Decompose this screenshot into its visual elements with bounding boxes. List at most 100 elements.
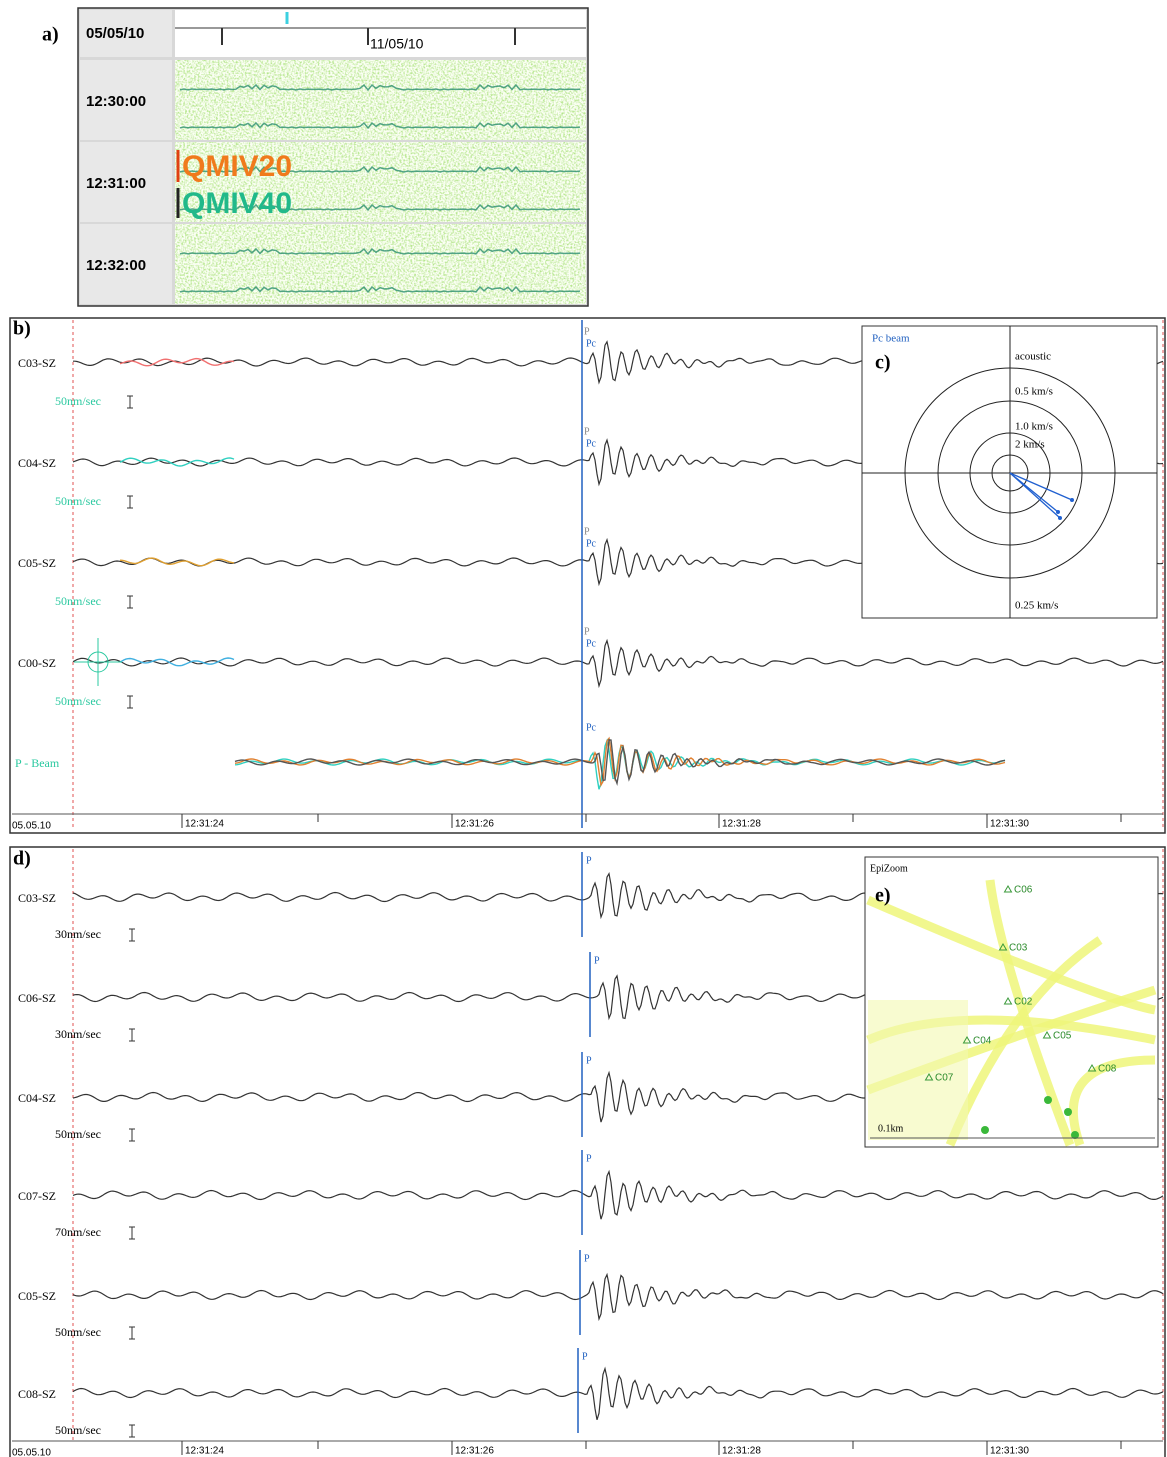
waveform xyxy=(72,1272,1164,1322)
station-marker xyxy=(924,1073,934,1081)
trace-label: C07-SZ xyxy=(18,1189,56,1203)
scale-label: 50nm/sec xyxy=(55,494,101,508)
trace-label: C00-SZ xyxy=(18,656,56,670)
station-marker xyxy=(1003,885,1013,893)
timeline xyxy=(175,10,586,57)
scale-bar xyxy=(127,495,133,509)
axis-tick-label: 12:31:30 xyxy=(990,819,1029,830)
scale-bar xyxy=(129,1226,135,1240)
panel-label: d) xyxy=(13,848,31,870)
spectrogram xyxy=(175,60,586,140)
station-label: C08 xyxy=(1098,1064,1117,1075)
pick-label: P xyxy=(584,326,590,337)
spectral-band xyxy=(179,83,581,92)
beam-trace xyxy=(234,739,1006,786)
beam-point xyxy=(1058,516,1062,520)
panel-label: b) xyxy=(13,318,31,340)
header-cell xyxy=(80,10,172,57)
coverage-patch xyxy=(868,1000,968,1140)
scale-label: 50nm/sec xyxy=(55,594,101,608)
scale-bar xyxy=(129,1326,135,1340)
scale-label: 50nm/sec xyxy=(55,1325,101,1339)
pick-label: P xyxy=(586,1055,592,1066)
axis-tick-label: 12:31:28 xyxy=(722,819,761,830)
pick-label: Pc xyxy=(586,722,597,733)
inset-title: Pc beam xyxy=(872,333,910,345)
epicenter xyxy=(981,1126,989,1134)
pick-label: P xyxy=(586,1153,592,1164)
trace-label: C08-SZ xyxy=(18,1387,56,1401)
station-label: C06 xyxy=(1014,885,1033,896)
timeline-label: 11/05/10 xyxy=(370,36,424,52)
time-cell xyxy=(80,142,172,222)
trace-label: C05-SZ xyxy=(18,556,56,570)
trace-label: C03-SZ xyxy=(18,356,56,370)
axis-date: 05.05.10 xyxy=(12,821,51,832)
scale-bar xyxy=(127,395,133,409)
window-segment xyxy=(119,657,235,667)
scale-label: 70nm/sec xyxy=(55,1225,101,1239)
time-label: 12:30:00 xyxy=(86,93,146,110)
scale-label: 50nm/sec xyxy=(55,694,101,708)
station-label: C05 xyxy=(1053,1031,1072,1042)
axis-tick-label: 12:31:24 xyxy=(185,1446,224,1457)
ring-label: 0.5 km/s xyxy=(1015,386,1053,398)
waveform xyxy=(72,1169,1164,1220)
date-label: 05/05/10 xyxy=(86,25,144,42)
axis-tick-label: 12:31:24 xyxy=(185,819,224,830)
station-marker xyxy=(962,1036,972,1044)
spectral-band xyxy=(179,165,581,174)
beam-label: P - Beam xyxy=(15,756,60,770)
station-marker xyxy=(1087,1064,1097,1072)
ring-label: acoustic xyxy=(1015,351,1051,363)
station-marker xyxy=(1003,997,1013,1005)
trace-label: C03-SZ xyxy=(18,891,56,905)
spectral-band xyxy=(179,203,581,212)
epicenter xyxy=(1064,1108,1072,1116)
window-segment xyxy=(119,557,235,567)
pick-label: P xyxy=(584,426,590,437)
scale-label: 50nm/sec xyxy=(55,1423,101,1437)
pick-label: P xyxy=(582,1351,588,1362)
ring-label: 0.25 km/s xyxy=(1015,600,1058,612)
station-label: C04 xyxy=(973,1036,992,1047)
beam-point xyxy=(1070,498,1074,502)
trace-label: C06-SZ xyxy=(18,991,56,1005)
panel-label: a) xyxy=(42,24,59,46)
epicenter xyxy=(1071,1131,1079,1139)
scale-label: 50nm/sec xyxy=(55,1127,101,1141)
pick-label: P xyxy=(584,526,590,537)
station-label: QMIV20 xyxy=(182,150,292,183)
coverage xyxy=(1068,1055,1156,1147)
pick-label: P xyxy=(584,626,590,637)
cursor xyxy=(74,638,122,686)
scale-label: 0.1km xyxy=(878,1123,904,1134)
spectrogram xyxy=(175,224,586,304)
station-label: C02 xyxy=(1014,997,1033,1008)
pick-label: Pc xyxy=(586,638,597,649)
trace-label: C05-SZ xyxy=(18,1289,56,1303)
ring-label: 2 km/s xyxy=(1015,439,1045,451)
trace-label: C04-SZ xyxy=(18,456,56,470)
waveform xyxy=(72,1366,1164,1420)
scale-bar xyxy=(127,695,133,709)
station-label: C03 xyxy=(1009,943,1028,954)
scale-bar xyxy=(127,595,133,609)
window-segment xyxy=(119,457,235,467)
scale-bar xyxy=(129,928,135,942)
coverage xyxy=(985,879,1075,1147)
spectral-band xyxy=(179,247,581,256)
panel-label: c) xyxy=(875,352,891,374)
window-segment xyxy=(119,357,235,367)
pick-label: Pc xyxy=(586,338,597,349)
time-label: 12:31:00 xyxy=(86,175,146,192)
beam-vector xyxy=(1009,472,1073,501)
scale-label: 30nm/sec xyxy=(55,927,101,941)
spectral-band xyxy=(179,121,581,130)
axis-tick-label: 12:31:26 xyxy=(455,819,494,830)
beam-trace xyxy=(234,736,1006,788)
axis-date: 05.05.10 xyxy=(12,1448,51,1457)
spectrogram xyxy=(175,142,586,222)
axis-tick-label: 12:31:26 xyxy=(455,1446,494,1457)
